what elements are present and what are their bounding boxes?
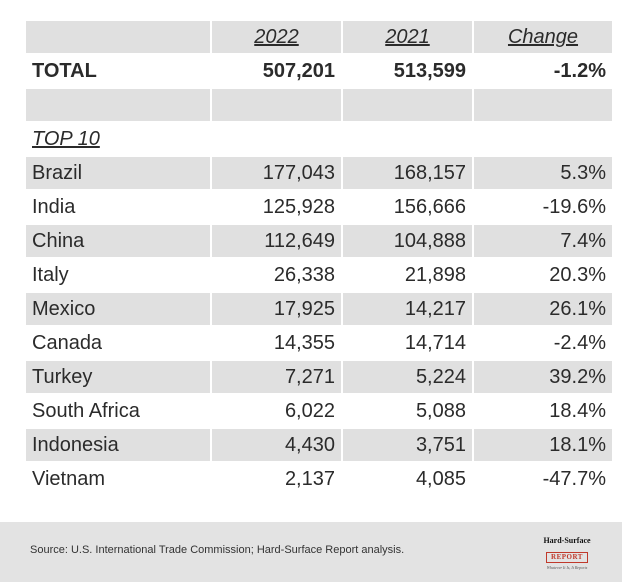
- change-cell: 18.4%: [549, 400, 606, 422]
- value-2022-cell: 26,338: [273, 264, 335, 286]
- value-2022-cell: 177,043: [212, 157, 341, 189]
- country-cell: Turkey: [26, 361, 210, 393]
- value-2021-cell: 4,085: [415, 468, 466, 490]
- value-2021-cell: 3,751: [343, 429, 472, 461]
- table-row: Mexico 17,925 14,217 26.1%: [26, 292, 612, 326]
- header-row: 2022 2021 Change: [26, 20, 612, 54]
- value-2022-cell: 2,137: [284, 468, 335, 490]
- header-blank-cell: [26, 21, 210, 53]
- section-label: TOP 10: [32, 128, 100, 150]
- header-change: Change: [474, 21, 612, 53]
- logo-line2: REPORT: [546, 552, 588, 563]
- change-cell: 7.4%: [474, 225, 612, 257]
- change-cell: 20.3%: [549, 264, 606, 286]
- logo-line3: Whatever It Is, It Reports: [546, 565, 588, 570]
- source-note: Source: U.S. International Trade Commiss…: [30, 544, 405, 556]
- country-cell: Canada: [32, 332, 103, 354]
- change-cell: -47.7%: [542, 468, 606, 490]
- country-rows: Brazil 177,043 168,157 5.3% India 125,928 156,…: [26, 156, 612, 496]
- table-row: Brazil 177,043 168,157 5.3%: [26, 156, 612, 190]
- table-row: Vietnam 2,137 4,085 -47.7%: [26, 462, 612, 496]
- table-row: Canada 14,355 14,714 -2.4%: [26, 326, 612, 360]
- spacer-row: [26, 88, 612, 122]
- country-cell: China: [26, 225, 210, 257]
- spacer-cell: [212, 89, 341, 121]
- header-2022: 2022: [212, 21, 341, 53]
- spacer-cell: [26, 89, 210, 121]
- value-2021-cell: 156,666: [393, 196, 466, 218]
- header-2021: 2021: [343, 21, 472, 53]
- country-cell: Mexico: [26, 293, 210, 325]
- change-cell: -19.6%: [542, 196, 606, 218]
- total-2021: 513,599: [393, 60, 466, 82]
- table-row: South Africa 6,022 5,088 18.4%: [26, 394, 612, 428]
- spacer-cell: [343, 89, 472, 121]
- country-cell: Indonesia: [26, 429, 210, 461]
- change-cell: 39.2%: [474, 361, 612, 393]
- change-cell: 18.1%: [474, 429, 612, 461]
- table-row: Turkey 7,271 5,224 39.2%: [26, 360, 612, 394]
- value-2021-cell: 168,157: [343, 157, 472, 189]
- value-2022-cell: 6,022: [284, 400, 335, 422]
- country-cell: Brazil: [26, 157, 210, 189]
- total-change: -1.2%: [553, 60, 606, 82]
- value-2022-cell: 17,925: [212, 293, 341, 325]
- table-row: Italy 26,338 21,898 20.3%: [26, 258, 612, 292]
- country-cell: South Africa: [32, 400, 140, 422]
- hard-surface-report-logo: Hard-Surface REPORT Whatever It Is, It R…: [536, 536, 598, 570]
- value-2021-cell: 5,224: [343, 361, 472, 393]
- total-label: TOTAL: [32, 60, 97, 82]
- logo-line1: Hard-Surface: [543, 536, 591, 545]
- value-2021-cell: 21,898: [404, 264, 466, 286]
- country-cell: Italy: [32, 264, 69, 286]
- country-cell: Vietnam: [32, 468, 106, 490]
- total-row: TOTAL 507,201 513,599 -1.2%: [26, 54, 612, 88]
- value-2022-cell: 7,271: [212, 361, 341, 393]
- table-row: Indonesia 4,430 3,751 18.1%: [26, 428, 612, 462]
- change-cell: -2.4%: [553, 332, 606, 354]
- value-2021-cell: 104,888: [343, 225, 472, 257]
- value-2022-cell: 4,430: [212, 429, 341, 461]
- total-2022: 507,201: [262, 60, 335, 82]
- footer: Source: U.S. International Trade Commiss…: [0, 522, 622, 582]
- value-2022-cell: 112,649: [212, 225, 341, 257]
- change-cell: 26.1%: [474, 293, 612, 325]
- spacer-cell: [474, 89, 612, 121]
- data-table: 2022 2021 Change TOTAL 507,201 513,599 -…: [26, 20, 612, 496]
- value-2021-cell: 5,088: [415, 400, 466, 422]
- table-row: India 125,928 156,666 -19.6%: [26, 190, 612, 224]
- value-2021-cell: 14,714: [404, 332, 466, 354]
- value-2022-cell: 125,928: [262, 196, 335, 218]
- value-2022-cell: 14,355: [273, 332, 335, 354]
- section-row: TOP 10: [26, 122, 612, 156]
- change-cell: 5.3%: [474, 157, 612, 189]
- country-cell: India: [32, 196, 76, 218]
- table-row: China 112,649 104,888 7.4%: [26, 224, 612, 258]
- value-2021-cell: 14,217: [343, 293, 472, 325]
